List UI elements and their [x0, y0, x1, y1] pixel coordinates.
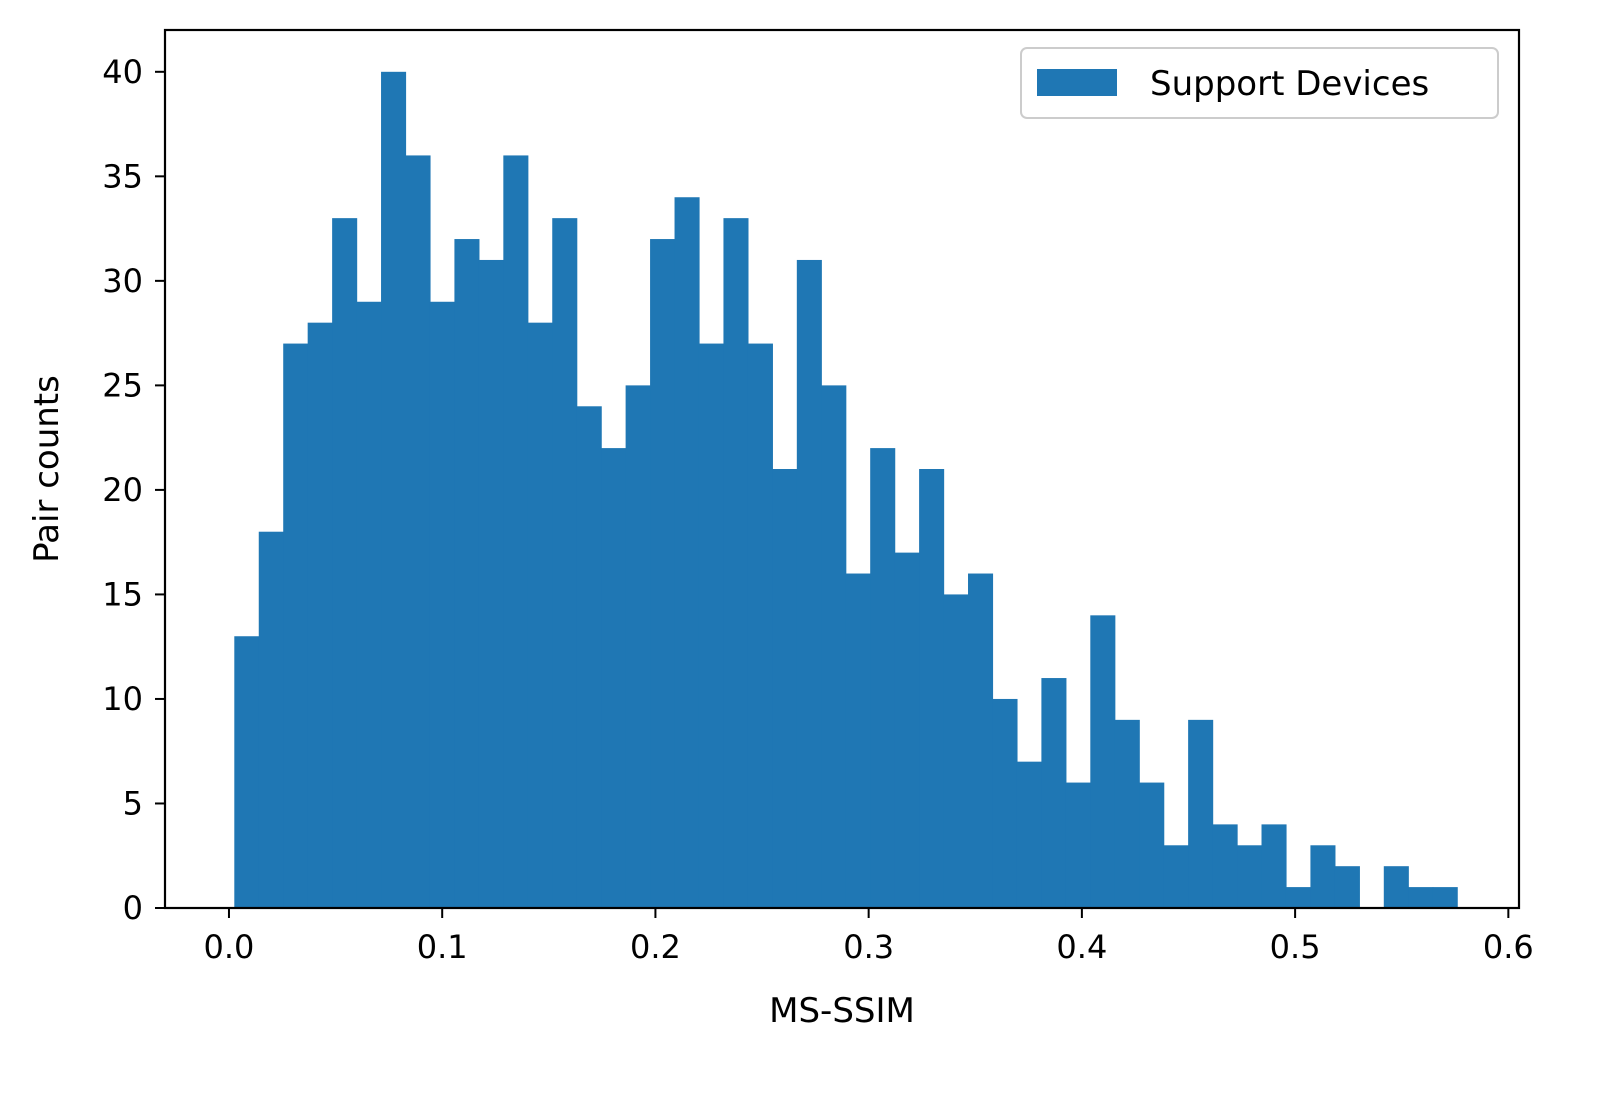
- histogram-bar: [1408, 887, 1434, 908]
- y-tick-label: 15: [102, 575, 143, 613]
- histogram-bar: [1163, 845, 1189, 908]
- histogram-bar: [503, 155, 529, 908]
- histogram-bar: [821, 385, 847, 908]
- histogram-bar: [405, 155, 431, 908]
- histogram-bar: [429, 301, 456, 908]
- histogram-bar: [381, 71, 407, 909]
- histogram-bar: [992, 698, 1018, 908]
- y-tick-label: 25: [102, 366, 143, 404]
- bars-group: [234, 71, 1458, 909]
- histogram-bar: [772, 469, 798, 908]
- histogram-bar: [650, 239, 676, 909]
- histogram-bar: [968, 573, 994, 908]
- histogram-bar: [870, 448, 896, 908]
- histogram-bar: [1212, 824, 1238, 908]
- y-tick-label: 35: [102, 157, 143, 195]
- x-tick-label: 0.1: [417, 928, 468, 966]
- histogram-bar: [356, 301, 382, 908]
- plot-frame: [163, 28, 1521, 910]
- y-tick-label: 0: [123, 889, 143, 927]
- histogram-bar: [1114, 719, 1140, 908]
- histogram-bar: [1188, 719, 1214, 908]
- histogram-bar: [1285, 887, 1312, 908]
- histogram-bar: [1432, 887, 1458, 908]
- histogram-bar: [943, 594, 969, 908]
- legend-label: Support Devices: [1150, 64, 1429, 104]
- x-tick-label: 0.4: [1056, 928, 1107, 966]
- histogram-bar: [1139, 782, 1165, 908]
- x-tick-label: 0.5: [1270, 928, 1321, 966]
- legend-box: [1020, 47, 1499, 119]
- histogram-bar: [698, 343, 725, 909]
- histogram-bar: [1334, 866, 1360, 908]
- histogram-bar: [845, 573, 871, 908]
- y-axis-ticks: 0 5 10 15 20 25 30 35 40: [102, 53, 165, 927]
- histogram-bar: [283, 343, 309, 909]
- histogram-bar: [625, 385, 651, 908]
- histogram-bar: [552, 218, 578, 909]
- histogram-bar: [747, 343, 773, 909]
- x-tick-label: 0.0: [204, 928, 255, 966]
- histogram-bar: [1237, 845, 1263, 908]
- y-tick-label: 5: [123, 784, 143, 822]
- histogram-bar: [1383, 866, 1409, 908]
- histogram-bar: [919, 469, 945, 908]
- histogram-bar: [454, 239, 480, 909]
- histogram-bar: [1041, 678, 1067, 908]
- histogram-bar: [601, 448, 627, 908]
- y-tick-label: 30: [102, 262, 143, 300]
- histogram-bar: [258, 531, 284, 908]
- histogram-bar: [527, 322, 553, 909]
- histogram-bar: [576, 406, 602, 908]
- y-tick-label: 10: [102, 680, 143, 718]
- histogram-bar: [234, 636, 260, 908]
- y-tick-label: 40: [102, 53, 143, 91]
- x-tick-label: 0.3: [843, 928, 894, 966]
- histogram-bar: [307, 322, 333, 909]
- legend-swatch: [1037, 69, 1117, 96]
- y-axis-label: Pair counts: [27, 375, 67, 563]
- legend: Support Devices: [1020, 47, 1499, 119]
- histogram-bar: [478, 259, 504, 908]
- histogram-bar: [332, 218, 358, 909]
- histogram-bar: [1065, 782, 1091, 908]
- histogram-bar: [1016, 761, 1042, 908]
- histogram-bar: [1090, 615, 1116, 908]
- y-tick-label: 20: [102, 471, 143, 509]
- x-axis-label: MS-SSIM: [769, 991, 915, 1031]
- x-axis-ticks: 0.0 0.1 0.2 0.3 0.4 0.5 0.6: [204, 908, 1534, 966]
- histogram-bar: [1261, 824, 1287, 908]
- histogram-bar: [796, 259, 822, 908]
- x-tick-label: 0.6: [1483, 928, 1534, 966]
- histogram-bar: [894, 552, 920, 908]
- histogram-bar: [723, 218, 749, 909]
- histogram-bar: [1310, 845, 1336, 908]
- x-tick-label: 0.2: [630, 928, 681, 966]
- histogram-bar: [674, 197, 700, 908]
